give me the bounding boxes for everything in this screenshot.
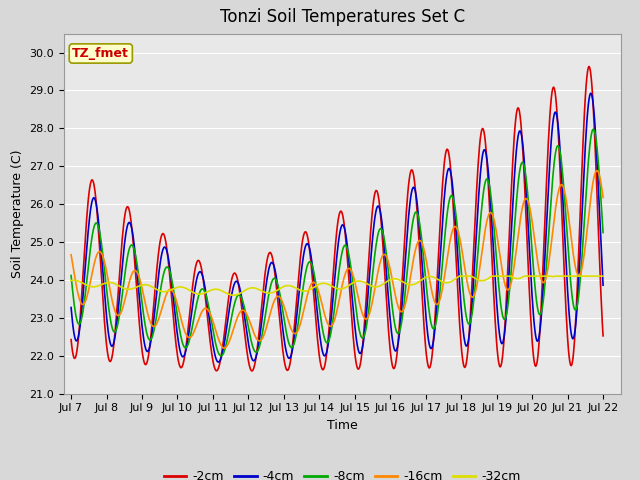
-8cm [403, 278, 410, 284]
-8cm [599, 229, 607, 235]
-4cm [214, 359, 221, 365]
-2cm [403, 210, 410, 216]
-4cm [186, 326, 193, 332]
-32cm [418, 277, 426, 283]
-8cm [186, 337, 193, 343]
-2cm [214, 367, 221, 373]
Line: -16cm: -16cm [71, 170, 603, 348]
Legend: -2cm, -4cm, -8cm, -16cm, -32cm: -2cm, -4cm, -8cm, -16cm, -32cm [159, 465, 526, 480]
-16cm [67, 252, 75, 258]
-16cm [220, 345, 228, 351]
Line: -8cm: -8cm [71, 129, 603, 356]
Title: Tonzi Soil Temperatures Set C: Tonzi Soil Temperatures Set C [220, 9, 465, 26]
-16cm [186, 335, 193, 340]
-2cm [248, 368, 255, 374]
-32cm [214, 287, 221, 292]
-16cm [77, 300, 84, 305]
-32cm [599, 273, 607, 279]
-4cm [599, 282, 607, 288]
-32cm [403, 281, 410, 287]
-8cm [67, 273, 75, 278]
-2cm [186, 312, 193, 318]
-4cm [403, 243, 410, 249]
-4cm [418, 257, 426, 263]
Line: -32cm: -32cm [71, 276, 603, 295]
-16cm [403, 298, 410, 303]
-8cm [589, 126, 597, 132]
-32cm [186, 288, 193, 293]
-16cm [593, 168, 601, 173]
-32cm [230, 292, 237, 298]
Text: TZ_fmet: TZ_fmet [72, 47, 129, 60]
X-axis label: Time: Time [327, 419, 358, 432]
Line: -2cm: -2cm [71, 66, 603, 371]
-16cm [418, 240, 426, 246]
Line: -4cm: -4cm [71, 94, 603, 362]
-4cm [67, 305, 75, 311]
-16cm [214, 334, 221, 339]
-4cm [77, 318, 84, 324]
-32cm [456, 273, 463, 279]
-8cm [77, 319, 84, 324]
-16cm [599, 194, 607, 200]
-4cm [214, 359, 222, 365]
-8cm [214, 348, 221, 354]
-4cm [587, 91, 595, 96]
-32cm [77, 279, 84, 285]
-2cm [132, 269, 140, 275]
-2cm [67, 337, 75, 343]
-2cm [418, 288, 426, 293]
Y-axis label: Soil Temperature (C): Soil Temperature (C) [11, 149, 24, 278]
-4cm [132, 254, 140, 260]
-8cm [218, 353, 225, 359]
-2cm [585, 63, 593, 69]
-2cm [77, 307, 84, 312]
-8cm [132, 252, 140, 258]
-2cm [599, 333, 607, 339]
-32cm [132, 285, 140, 290]
-32cm [67, 277, 75, 283]
-8cm [418, 237, 426, 243]
-16cm [132, 268, 140, 274]
